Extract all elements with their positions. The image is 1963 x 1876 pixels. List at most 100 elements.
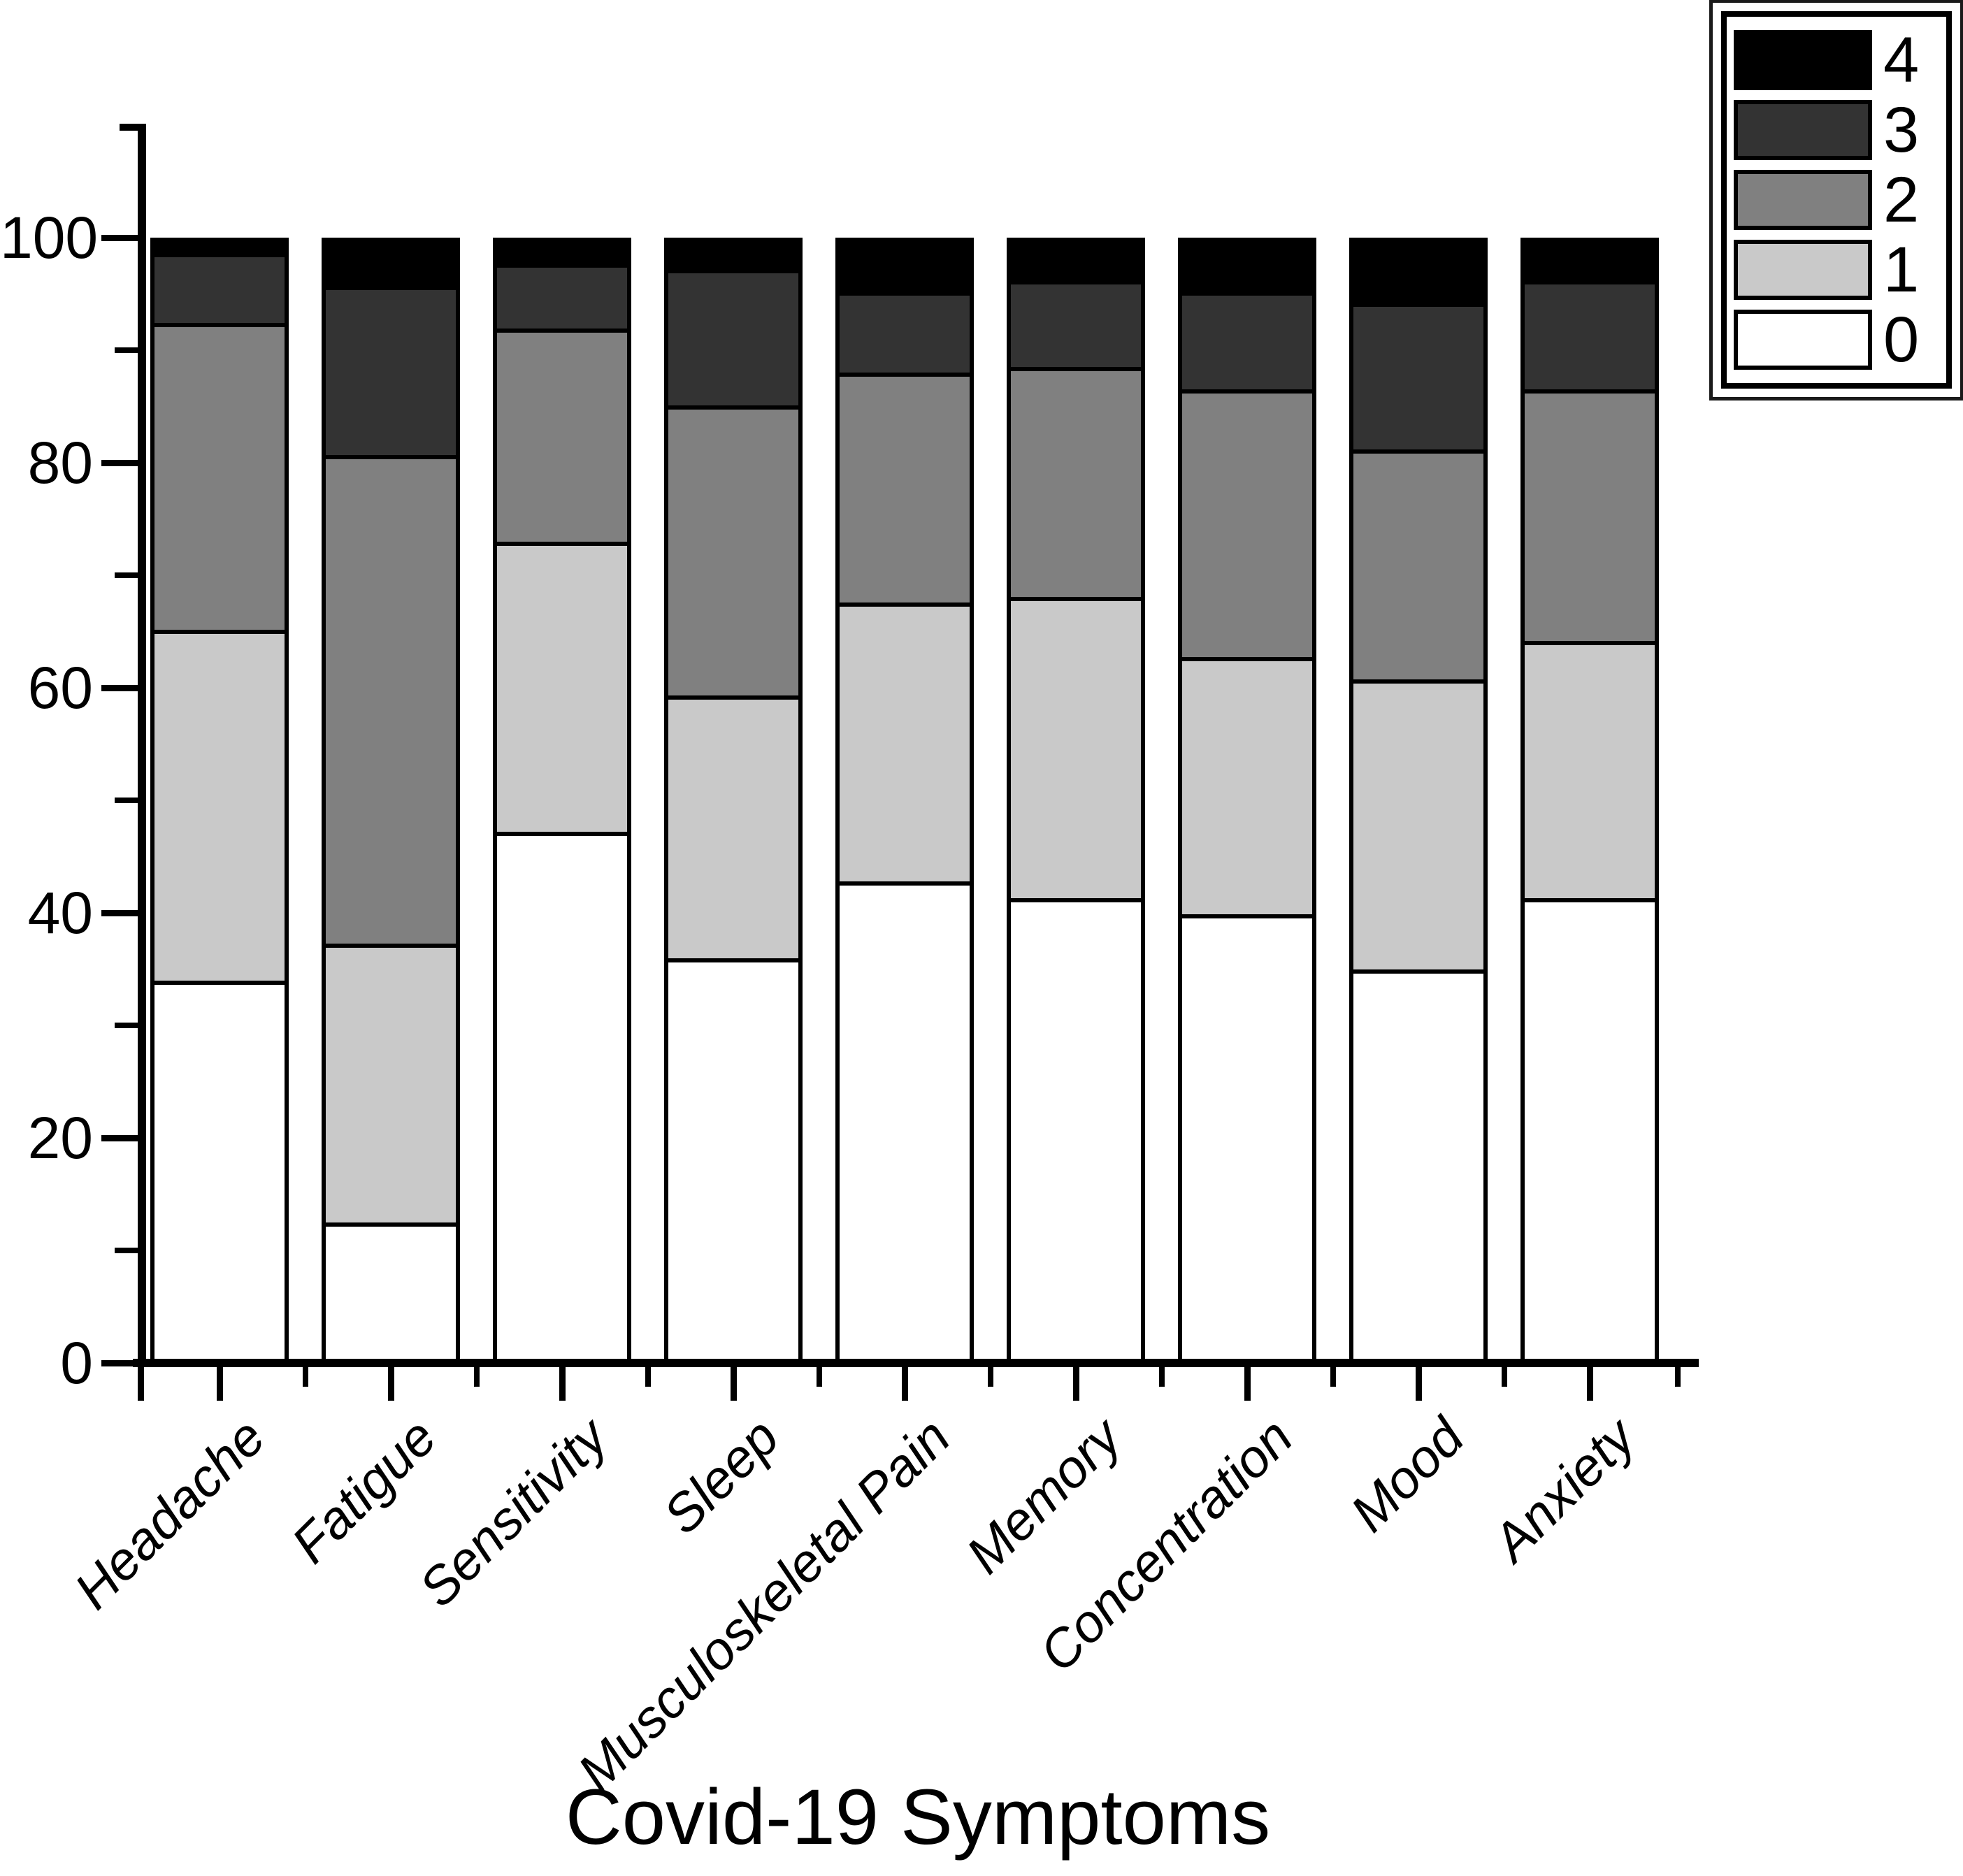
y-axis-top-tick xyxy=(120,124,146,131)
bar-segment-level-4 xyxy=(326,242,456,290)
legend-label: 4 xyxy=(1883,24,1920,96)
bar-segment-level-2 xyxy=(1011,371,1141,601)
x-tick-major xyxy=(559,1367,566,1401)
bar-segment-level-3 xyxy=(1182,295,1312,394)
x-axis-title: Covid-19 Symptoms xyxy=(565,1773,1271,1861)
bar-segment-level-4 xyxy=(1525,242,1655,285)
bar-segment-level-3 xyxy=(1525,284,1655,394)
bar-segment-level-3 xyxy=(840,295,970,377)
bar-mood xyxy=(1349,238,1488,1363)
bar-segment-level-0 xyxy=(1011,902,1141,1359)
bar-segment-level-4 xyxy=(668,242,798,274)
bar-segment-level-2 xyxy=(497,333,627,547)
bar-segment-level-4 xyxy=(1353,242,1483,307)
x-tick-minor xyxy=(1675,1367,1681,1387)
y-tick-label: 100 xyxy=(0,205,99,270)
bar-sensitivity xyxy=(493,238,631,1363)
y-tick-label: 40 xyxy=(27,880,93,946)
x-tick-major xyxy=(388,1367,394,1401)
bar-segment-level-3 xyxy=(1353,306,1483,454)
bar-sleep xyxy=(664,238,803,1363)
y-tick-label: 80 xyxy=(27,430,93,496)
x-tick-major xyxy=(1587,1367,1593,1401)
x-tick-major xyxy=(1416,1367,1422,1401)
bar-segment-level-1 xyxy=(326,947,456,1227)
bar-headache xyxy=(150,238,289,1363)
bar-segment-level-4 xyxy=(1182,242,1312,296)
legend-item-3: 3 xyxy=(1734,94,1939,166)
legend-item-1: 1 xyxy=(1734,233,1939,305)
bar-segment-level-3 xyxy=(1011,284,1141,372)
bar-segment-level-1 xyxy=(840,606,970,886)
x-tick-minor xyxy=(645,1367,651,1387)
bar-segment-level-1 xyxy=(1011,600,1141,902)
y-tick-minor xyxy=(115,572,138,578)
y-tick-minor xyxy=(115,347,138,353)
bar-segment-level-1 xyxy=(154,634,285,985)
bar-concentration xyxy=(1178,238,1316,1363)
bar-segment-level-1 xyxy=(1182,661,1312,919)
x-tick-major xyxy=(902,1367,908,1401)
bar-segment-level-1 xyxy=(497,546,627,837)
x-tick-minor xyxy=(474,1367,480,1387)
legend-label: 1 xyxy=(1883,233,1920,305)
bar-segment-level-3 xyxy=(497,268,627,333)
bar-fatigue xyxy=(322,238,460,1363)
bar-memory xyxy=(1007,238,1145,1363)
bar-segment-level-2 xyxy=(154,327,285,635)
x-tick-major xyxy=(1073,1367,1079,1401)
bar-segment-level-0 xyxy=(840,886,970,1359)
bar-anxiety xyxy=(1520,238,1659,1363)
bar-segment-level-3 xyxy=(326,289,456,460)
y-tick-major xyxy=(101,910,138,916)
bar-segment-level-0 xyxy=(497,836,627,1359)
legend-swatch-0 xyxy=(1734,310,1872,370)
x-tick-minor xyxy=(988,1367,993,1387)
legend-item-4: 4 xyxy=(1734,24,1939,96)
y-tick-minor xyxy=(115,798,138,803)
y-tick-label: 60 xyxy=(27,655,93,721)
bar-segment-level-0 xyxy=(1525,902,1655,1359)
x-tick-minor xyxy=(1502,1367,1507,1387)
bar-segment-level-4 xyxy=(497,242,627,268)
bar-segment-level-2 xyxy=(1182,393,1312,662)
legend-item-0: 0 xyxy=(1734,304,1939,375)
x-tick-major xyxy=(217,1367,223,1401)
legend-swatch-4 xyxy=(1734,30,1872,90)
y-tick-major xyxy=(101,235,138,241)
legend-label: 2 xyxy=(1883,164,1920,236)
x-tick-minor xyxy=(1159,1367,1165,1387)
y-tick-label: 20 xyxy=(27,1105,93,1171)
bar-segment-level-2 xyxy=(1525,393,1655,645)
y-tick-minor xyxy=(115,1248,138,1253)
bar-segment-level-2 xyxy=(326,459,456,948)
bar-segment-level-1 xyxy=(668,700,798,963)
x-tick-major xyxy=(1244,1367,1251,1401)
bar-segment-level-1 xyxy=(1353,683,1483,974)
bar-segment-level-0 xyxy=(326,1227,456,1359)
y-tick-major xyxy=(101,1360,138,1366)
bar-segment-level-3 xyxy=(668,273,798,410)
y-tick-minor xyxy=(115,1023,138,1028)
bar-segment-level-4 xyxy=(840,242,970,296)
y-tick-major xyxy=(101,460,138,466)
y-tick-label: 0 xyxy=(60,1330,93,1396)
bar-segment-level-4 xyxy=(154,242,285,257)
y-tick-major xyxy=(101,1135,138,1141)
bar-segment-level-0 xyxy=(668,962,798,1359)
bar-segment-level-2 xyxy=(668,410,798,700)
bar-segment-level-2 xyxy=(840,377,970,607)
bar-musculoskeletal-pain xyxy=(835,238,974,1363)
x-tick-minor xyxy=(1330,1367,1336,1387)
x-tick-minor xyxy=(303,1367,308,1387)
bar-segment-level-0 xyxy=(154,984,285,1359)
legend-label: 3 xyxy=(1883,94,1920,166)
x-tick-origin xyxy=(138,1367,144,1401)
legend-item-2: 2 xyxy=(1734,164,1939,236)
legend-swatch-1 xyxy=(1734,240,1872,300)
bar-segment-level-0 xyxy=(1353,974,1483,1359)
x-tick-major xyxy=(731,1367,737,1401)
